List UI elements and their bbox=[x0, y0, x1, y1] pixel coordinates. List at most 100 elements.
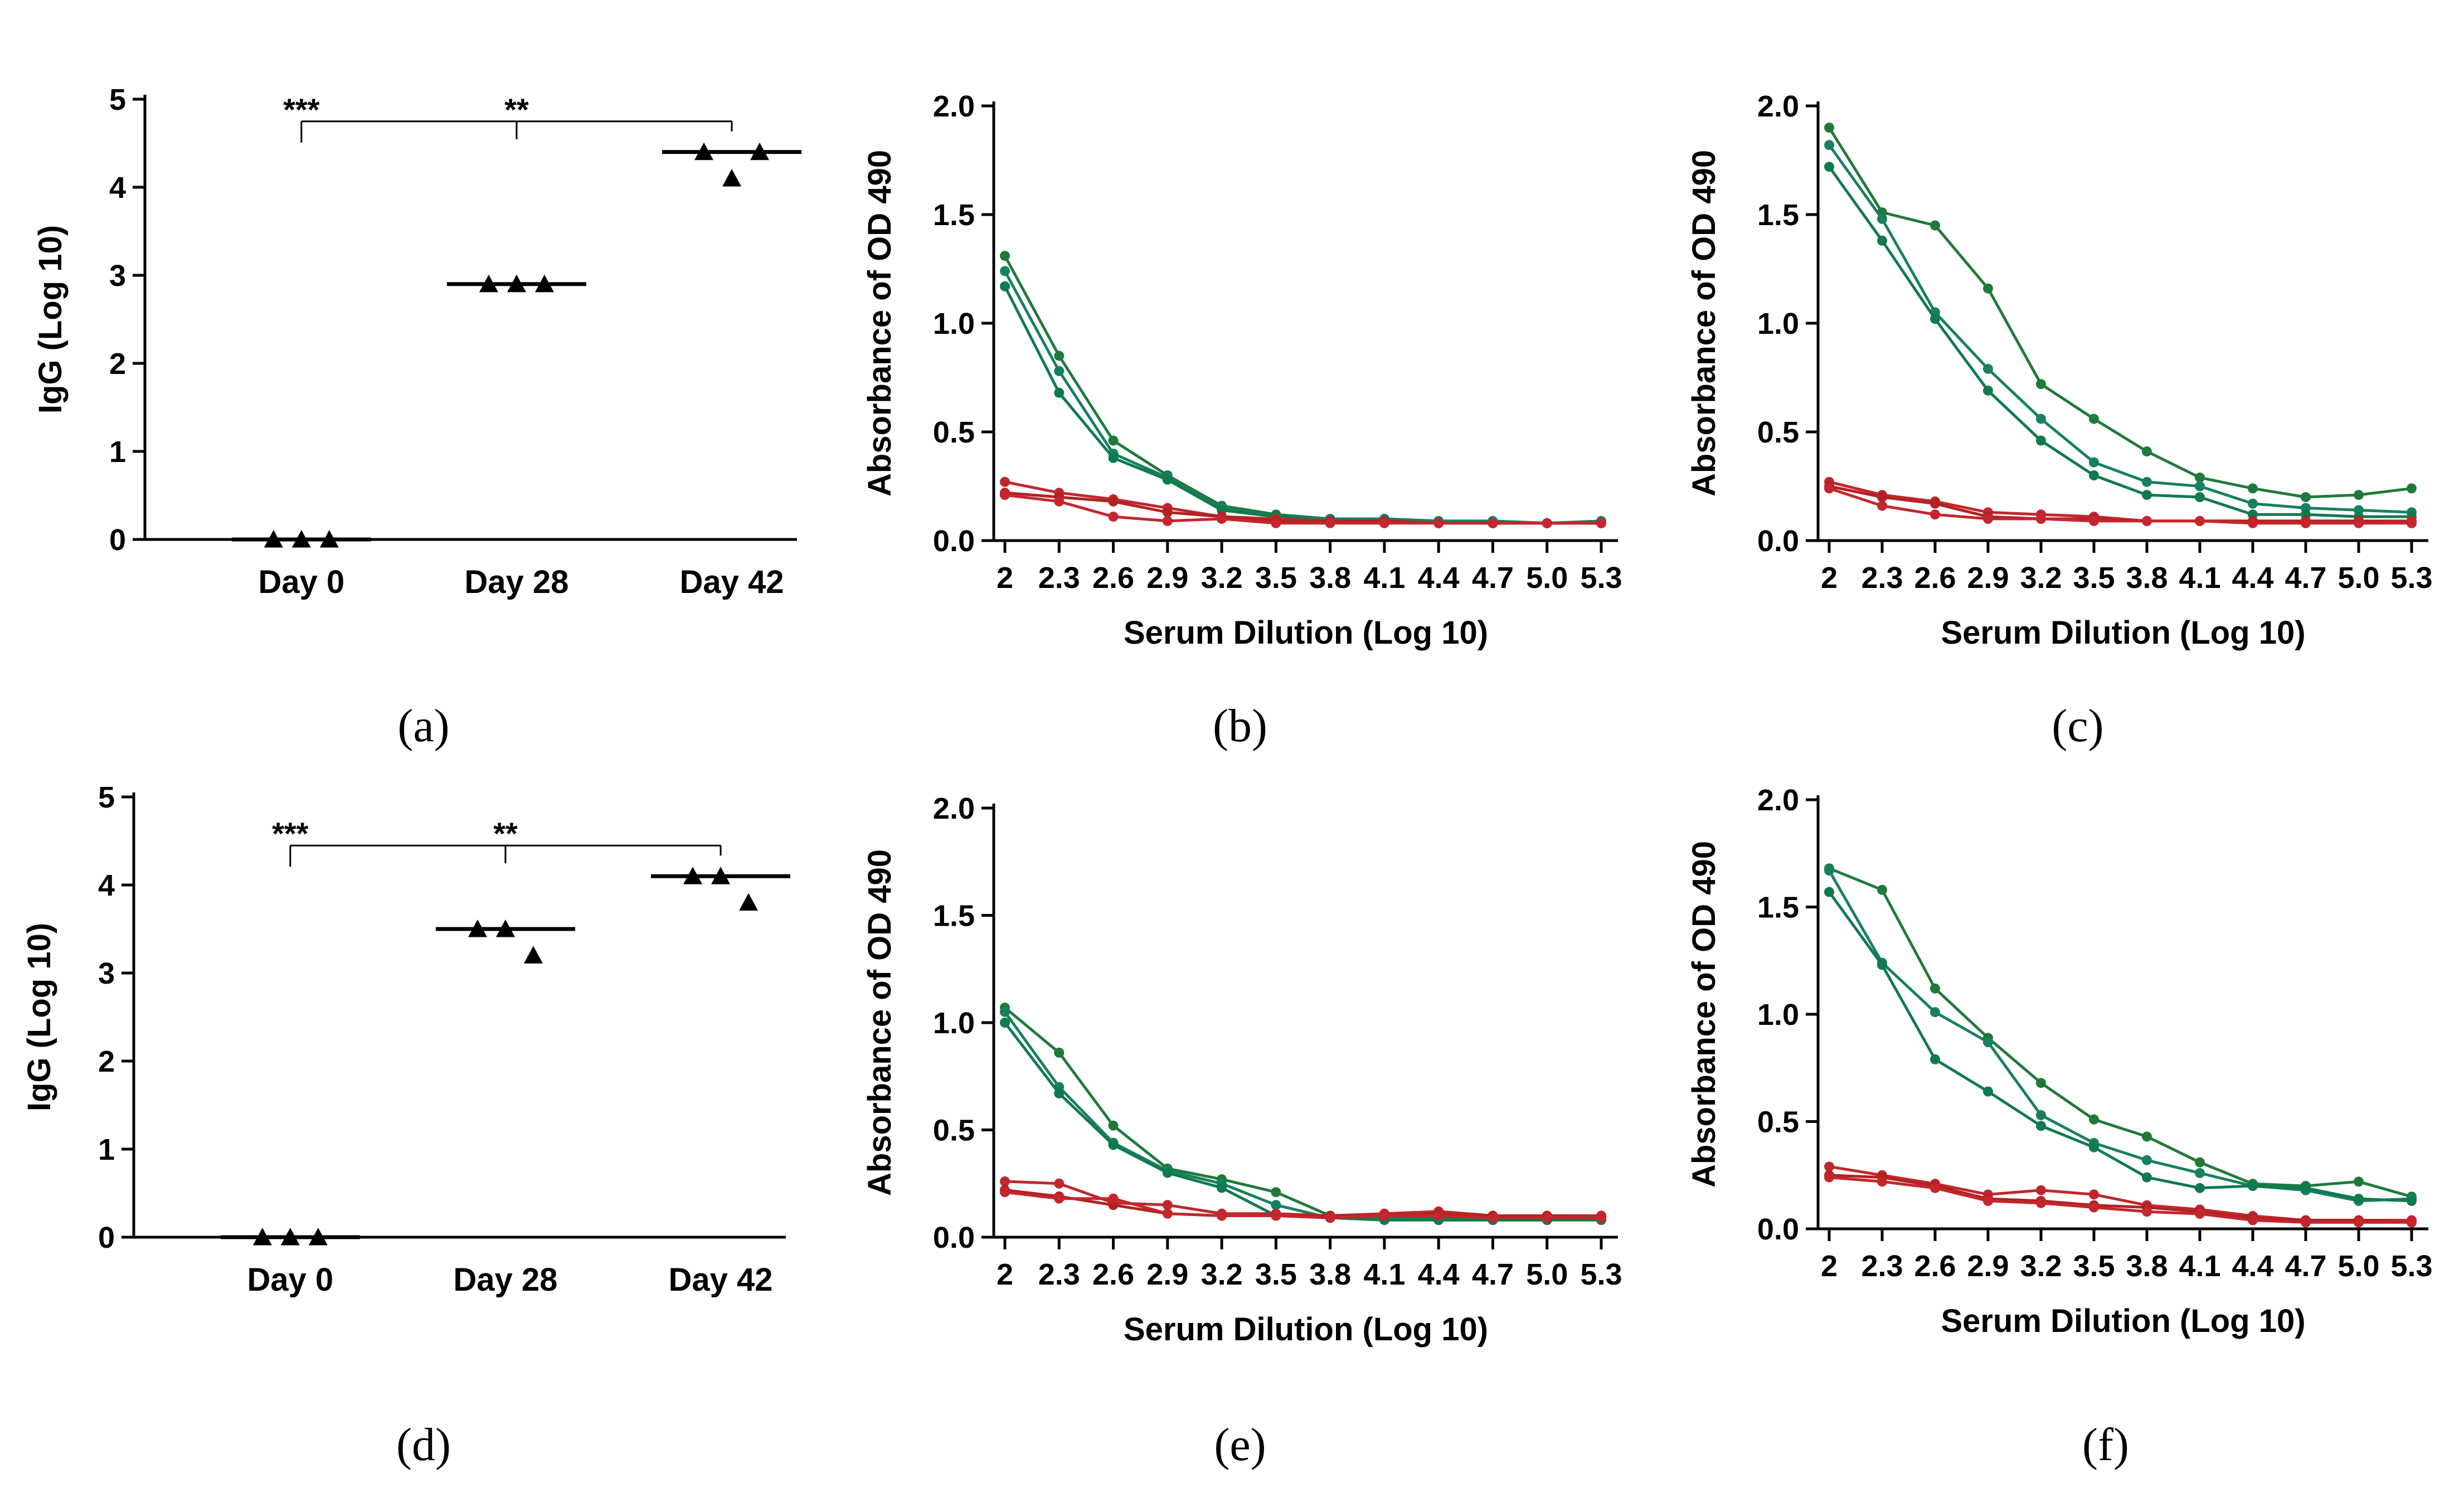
data-point bbox=[1433, 518, 1444, 528]
data-point bbox=[2354, 1217, 2364, 1228]
data-point bbox=[2248, 1215, 2258, 1225]
data-point bbox=[722, 169, 741, 187]
data-point bbox=[308, 1228, 328, 1246]
x-tick-label: 2.6 bbox=[1914, 561, 1956, 595]
x-tick-label: 4.7 bbox=[1472, 1258, 1514, 1291]
data-point bbox=[1000, 476, 1010, 487]
data-point bbox=[1824, 1172, 1834, 1183]
data-point bbox=[2036, 379, 2046, 390]
data-point bbox=[1054, 351, 1065, 361]
panel-label: (c) bbox=[2052, 700, 2103, 752]
x-tick-label: 4.7 bbox=[2285, 1249, 2326, 1283]
x-tick-label: 4.1 bbox=[2179, 561, 2220, 595]
x-tick-label: 3.8 bbox=[2126, 1249, 2167, 1283]
x-tick-label: 3.2 bbox=[2020, 561, 2062, 595]
data-point bbox=[1108, 1140, 1119, 1150]
significance-label: ** bbox=[493, 816, 518, 851]
data-point bbox=[1271, 1187, 1281, 1198]
data-point bbox=[1433, 1210, 1444, 1221]
data-point bbox=[2036, 1185, 2046, 1195]
data-point bbox=[1162, 474, 1173, 485]
series-line-green bbox=[1828, 891, 2412, 1203]
data-point bbox=[2301, 1217, 2311, 1228]
x-axis-title: Serum Dilution (Log 10) bbox=[1124, 615, 1488, 651]
series-line-green bbox=[1829, 867, 2412, 1198]
y-tick-label: 0.0 bbox=[933, 1221, 975, 1254]
data-point bbox=[2142, 446, 2152, 457]
data-point bbox=[2142, 1155, 2152, 1165]
data-point bbox=[2036, 414, 2046, 424]
x-tick-label: Day 0 bbox=[247, 1262, 333, 1298]
x-tick-label: 5.0 bbox=[2337, 1249, 2379, 1283]
data-point bbox=[1542, 1213, 1552, 1223]
y-tick-label: 2 bbox=[109, 347, 126, 381]
y-tick-label: 1.0 bbox=[1757, 998, 1799, 1032]
x-tick-label: Day 0 bbox=[258, 564, 344, 600]
series-line-green bbox=[1004, 1006, 1601, 1222]
data-point bbox=[2195, 1209, 2205, 1219]
data-point bbox=[1542, 518, 1552, 528]
data-point bbox=[1983, 385, 1993, 396]
data-point bbox=[1054, 1193, 1065, 1204]
y-tick-label: 0 bbox=[109, 523, 126, 557]
x-tick-label: 4.1 bbox=[1363, 561, 1405, 595]
data-point bbox=[2248, 1181, 2258, 1191]
x-tick-label: 4.7 bbox=[2285, 561, 2326, 595]
data-point bbox=[739, 893, 758, 911]
y-tick-label: 0.0 bbox=[1757, 524, 1799, 558]
x-axis-title: Serum Dilution (Log 10) bbox=[1941, 615, 2305, 651]
data-point bbox=[1054, 1178, 1065, 1189]
x-tick-label: 5.3 bbox=[2390, 561, 2432, 595]
data-point bbox=[1877, 884, 1887, 895]
significance-label: *** bbox=[283, 92, 320, 127]
series-line-green bbox=[1003, 285, 1601, 525]
y-tick-label: 5 bbox=[109, 83, 126, 116]
series-line-green bbox=[1828, 166, 2412, 518]
data-point bbox=[1162, 507, 1173, 518]
data-point bbox=[1108, 1120, 1119, 1131]
data-point bbox=[1930, 498, 1940, 509]
data-point bbox=[1983, 514, 1993, 524]
series-line-red bbox=[1004, 1190, 1601, 1219]
data-point bbox=[1054, 387, 1065, 398]
x-tick-label: 2.3 bbox=[1861, 1249, 1903, 1283]
y-tick-label: 1.5 bbox=[1757, 891, 1799, 925]
data-point bbox=[2089, 470, 2099, 480]
data-point bbox=[1000, 1006, 1010, 1017]
x-tick-label: 3.2 bbox=[2020, 1249, 2062, 1283]
data-point bbox=[1108, 496, 1119, 507]
y-axis-title: Absorbance of OD 490 bbox=[1686, 150, 1722, 497]
y-tick-label: 5 bbox=[98, 781, 115, 814]
y-tick-label: 1.5 bbox=[933, 899, 975, 933]
data-point bbox=[1217, 514, 1227, 524]
x-tick-label: 2.3 bbox=[1861, 561, 1903, 595]
x-tick-label: 3.2 bbox=[1201, 1258, 1243, 1291]
y-tick-label: 0.5 bbox=[933, 1114, 975, 1147]
x-tick-label: 4.4 bbox=[1418, 561, 1460, 595]
x-tick-label: 4.4 bbox=[2232, 561, 2273, 595]
data-point bbox=[1877, 235, 1887, 246]
y-tick-label: 0.5 bbox=[1757, 1106, 1799, 1139]
data-point bbox=[1054, 1047, 1065, 1058]
data-point bbox=[750, 142, 769, 160]
data-point bbox=[1930, 1183, 1940, 1193]
data-point bbox=[495, 920, 515, 937]
significance-label: *** bbox=[272, 816, 309, 851]
data-point bbox=[2407, 483, 2417, 494]
y-tick-label: 1.5 bbox=[1757, 198, 1799, 232]
data-point bbox=[1877, 213, 1887, 224]
data-point bbox=[1596, 1213, 1606, 1223]
data-point bbox=[1000, 1018, 1010, 1028]
data-point bbox=[1824, 887, 1834, 897]
data-point bbox=[2036, 1121, 2046, 1131]
x-tick-label: 2.6 bbox=[1092, 1258, 1134, 1291]
data-point bbox=[1000, 1176, 1010, 1186]
data-point bbox=[2407, 518, 2417, 528]
x-tick-label: 3.5 bbox=[2073, 561, 2115, 595]
x-tick-label: 2.9 bbox=[1146, 561, 1188, 595]
x-tick-label: 4.7 bbox=[1472, 561, 1514, 595]
data-point bbox=[1217, 1210, 1227, 1221]
x-tick-label: 5.3 bbox=[2390, 1249, 2432, 1283]
data-point bbox=[2195, 1157, 2205, 1168]
data-point bbox=[1000, 251, 1010, 261]
